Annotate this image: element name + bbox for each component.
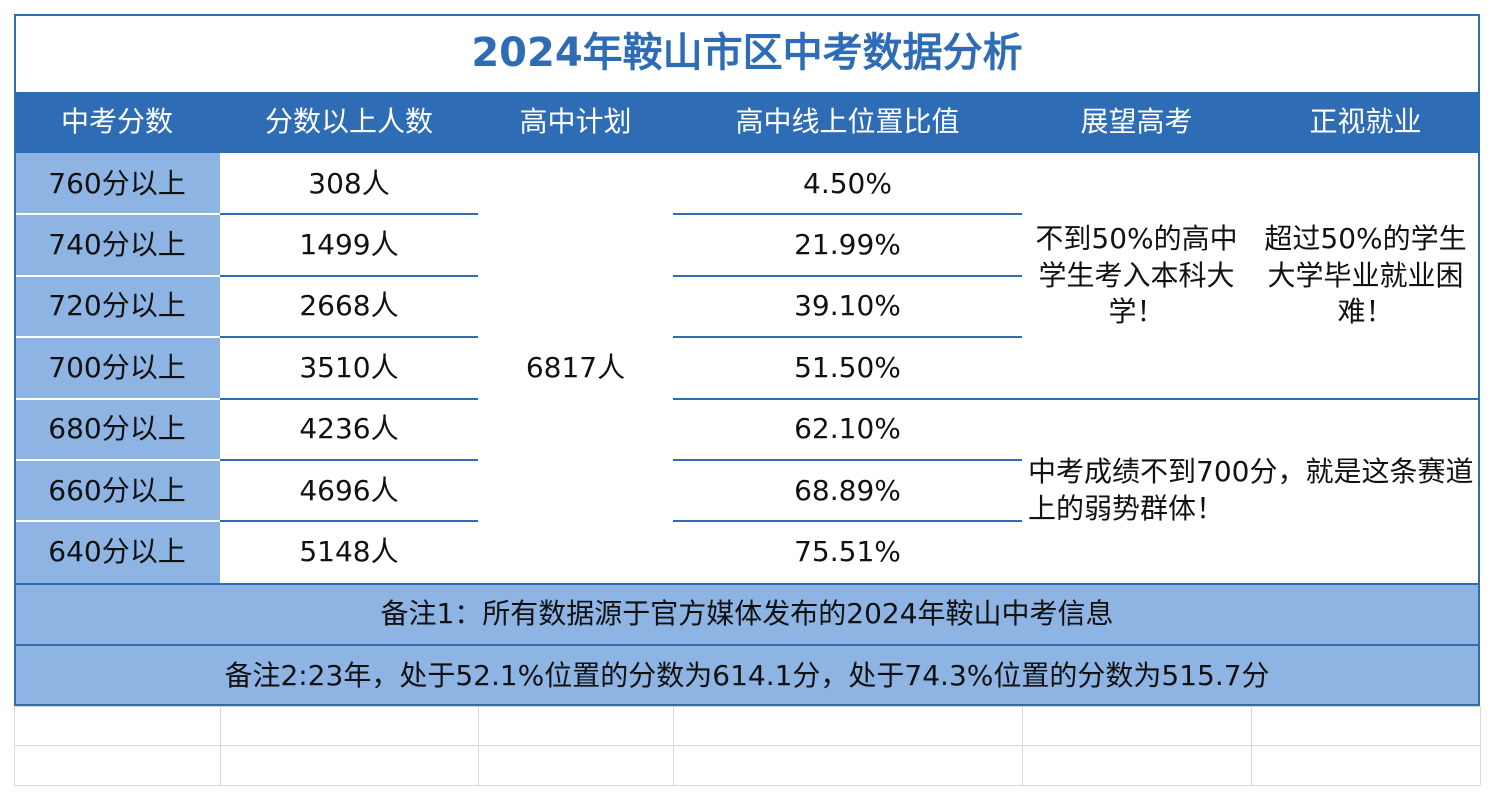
- title: 2024年鞍山市区中考数据分析: [471, 30, 1023, 76]
- table-border: [14, 14, 1480, 706]
- score-cell: 760分以上: [14, 153, 220, 215]
- count-cell: 1499人: [299, 227, 399, 261]
- header-cell: 分数以上人数: [220, 92, 478, 153]
- plan-cell: 6817人: [525, 350, 626, 384]
- row-line: [14, 459, 220, 461]
- grid-line: [478, 706, 479, 785]
- bottom-note-cell: 中考成绩不到700分，就是这条赛道上的弱势群体！: [1028, 455, 1474, 525]
- row-line: [673, 397, 1480, 400]
- ratio-cell: 75.51%: [794, 534, 901, 568]
- header-cell: 中考分数: [14, 92, 220, 153]
- row-line: [673, 336, 1022, 339]
- score-cell: 660分以上: [14, 460, 220, 522]
- count-cell: 308人: [308, 166, 390, 200]
- grid-line: [673, 706, 674, 785]
- row-line: [220, 459, 478, 461]
- header-cell: 高中线上位置比值: [673, 92, 1022, 153]
- note-cell: 备注1：所有数据源于官方媒体发布的2024年鞍山中考信息: [14, 582, 1480, 645]
- row-line: [14, 213, 220, 216]
- ratio-cell: 21.99%: [794, 227, 901, 261]
- note-cell: 备注2:23年，处于52.1%位置的分数为614.1分，处于74.3%位置的分数…: [14, 644, 1480, 706]
- count-cell: 5148人: [299, 534, 399, 568]
- score-cell: 700分以上: [14, 337, 220, 399]
- row-line: [673, 213, 1022, 216]
- grid-line: [14, 745, 1480, 746]
- row-line: [673, 459, 1022, 461]
- score-cell: 640分以上: [14, 521, 220, 583]
- row-line: [220, 520, 478, 523]
- header-cell: 正视就业: [1251, 92, 1480, 153]
- row-line: [220, 274, 478, 277]
- grid-line: [1480, 706, 1481, 785]
- row-line: [220, 397, 478, 400]
- count-cell: 2668人: [299, 289, 399, 323]
- grid-line: [1251, 706, 1252, 785]
- grid-line: [14, 706, 1480, 707]
- outlook-cell: 不到50%的高中学生考入本科大学！: [1035, 222, 1238, 328]
- row-line: [220, 336, 478, 339]
- header-cell: 展望高考: [1022, 92, 1251, 153]
- grid-line: [1022, 706, 1023, 785]
- ratio-cell: 62.10%: [794, 412, 901, 446]
- ratio-cell: 68.89%: [794, 473, 901, 507]
- row-line: [220, 213, 478, 216]
- count-cell: 4696人: [299, 473, 399, 507]
- grid-line: [14, 706, 15, 785]
- row-line: [14, 274, 220, 277]
- row-line: [14, 520, 220, 523]
- score-cell: 720分以上: [14, 275, 220, 338]
- ratio-cell: 4.50%: [803, 166, 892, 200]
- grid-line: [220, 706, 221, 785]
- row-line: [673, 520, 1022, 523]
- employment-cell: 超过50%的学生大学毕业就业困难！: [1264, 222, 1467, 328]
- grid-line: [14, 785, 1480, 786]
- ratio-cell: 51.50%: [794, 350, 901, 384]
- count-cell: 4236人: [299, 412, 399, 446]
- header-cell: 高中计划: [478, 92, 673, 153]
- score-cell: 680分以上: [14, 398, 220, 460]
- ratio-cell: 39.10%: [794, 289, 901, 323]
- row-line: [14, 397, 220, 400]
- score-cell: 740分以上: [14, 214, 220, 276]
- row-line: [14, 336, 220, 339]
- row-line: [673, 274, 1022, 277]
- count-cell: 3510人: [299, 350, 399, 384]
